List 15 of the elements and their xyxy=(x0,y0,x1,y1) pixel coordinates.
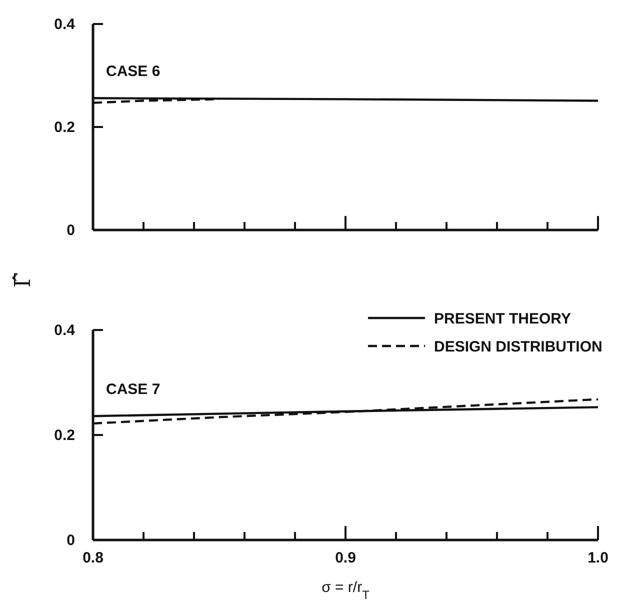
annotation: CASE 7 xyxy=(106,381,160,398)
y-tick-label: 0.4 xyxy=(54,322,76,339)
y-tick-label: 0.2 xyxy=(54,426,75,444)
legend-label: PRESENT THEORY xyxy=(434,310,571,328)
y-tick-label: 0.4 xyxy=(54,16,76,33)
x-tick-label: 1.0 xyxy=(588,550,608,567)
x-tick-label: 0.9 xyxy=(335,550,356,567)
annotation: CASE 6 xyxy=(106,63,160,80)
x-axis-title: σ = r/r$_{T}$ xyxy=(322,579,370,602)
y-tick-label: 0 xyxy=(66,222,75,239)
y-tick-label: 0.2 xyxy=(54,118,75,136)
y-tick-label: 0 xyxy=(66,532,75,549)
legend-label: DESIGN DISTRIBUTION xyxy=(434,338,602,356)
y-axis-title: Γ̂ xyxy=(11,272,36,288)
x-tick-label: 0.8 xyxy=(82,550,104,567)
